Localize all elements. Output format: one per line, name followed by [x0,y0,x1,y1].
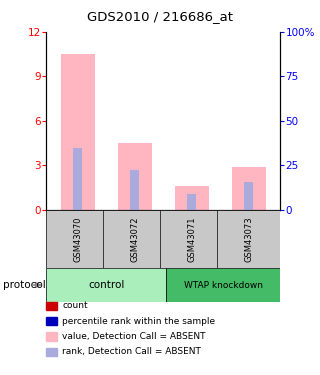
Bar [217,210,280,268]
Bar [74,148,82,210]
Text: GSM43072: GSM43072 [130,216,139,262]
Text: protocol: protocol [3,280,46,290]
Text: value, Detection Call = ABSENT: value, Detection Call = ABSENT [62,332,206,341]
Text: GDS2010 / 216686_at: GDS2010 / 216686_at [87,10,233,23]
Bar [103,210,166,268]
Text: GSM43070: GSM43070 [73,216,82,262]
Text: GSM43073: GSM43073 [244,216,253,262]
Bar [118,143,152,210]
Bar [188,194,196,210]
Bar [160,210,223,268]
Text: percentile rank within the sample: percentile rank within the sample [62,316,216,326]
Bar [166,268,280,302]
Text: WTAP knockdown: WTAP knockdown [184,280,262,290]
Bar [61,54,95,210]
Text: count: count [62,301,88,310]
Bar [232,167,266,210]
Text: control: control [88,280,124,290]
Bar [244,182,253,210]
Bar [175,186,209,210]
Bar [131,170,139,210]
Bar [46,210,109,268]
Text: rank, Detection Call = ABSENT: rank, Detection Call = ABSENT [62,347,201,356]
Bar [46,268,166,302]
Text: GSM43071: GSM43071 [187,216,196,262]
